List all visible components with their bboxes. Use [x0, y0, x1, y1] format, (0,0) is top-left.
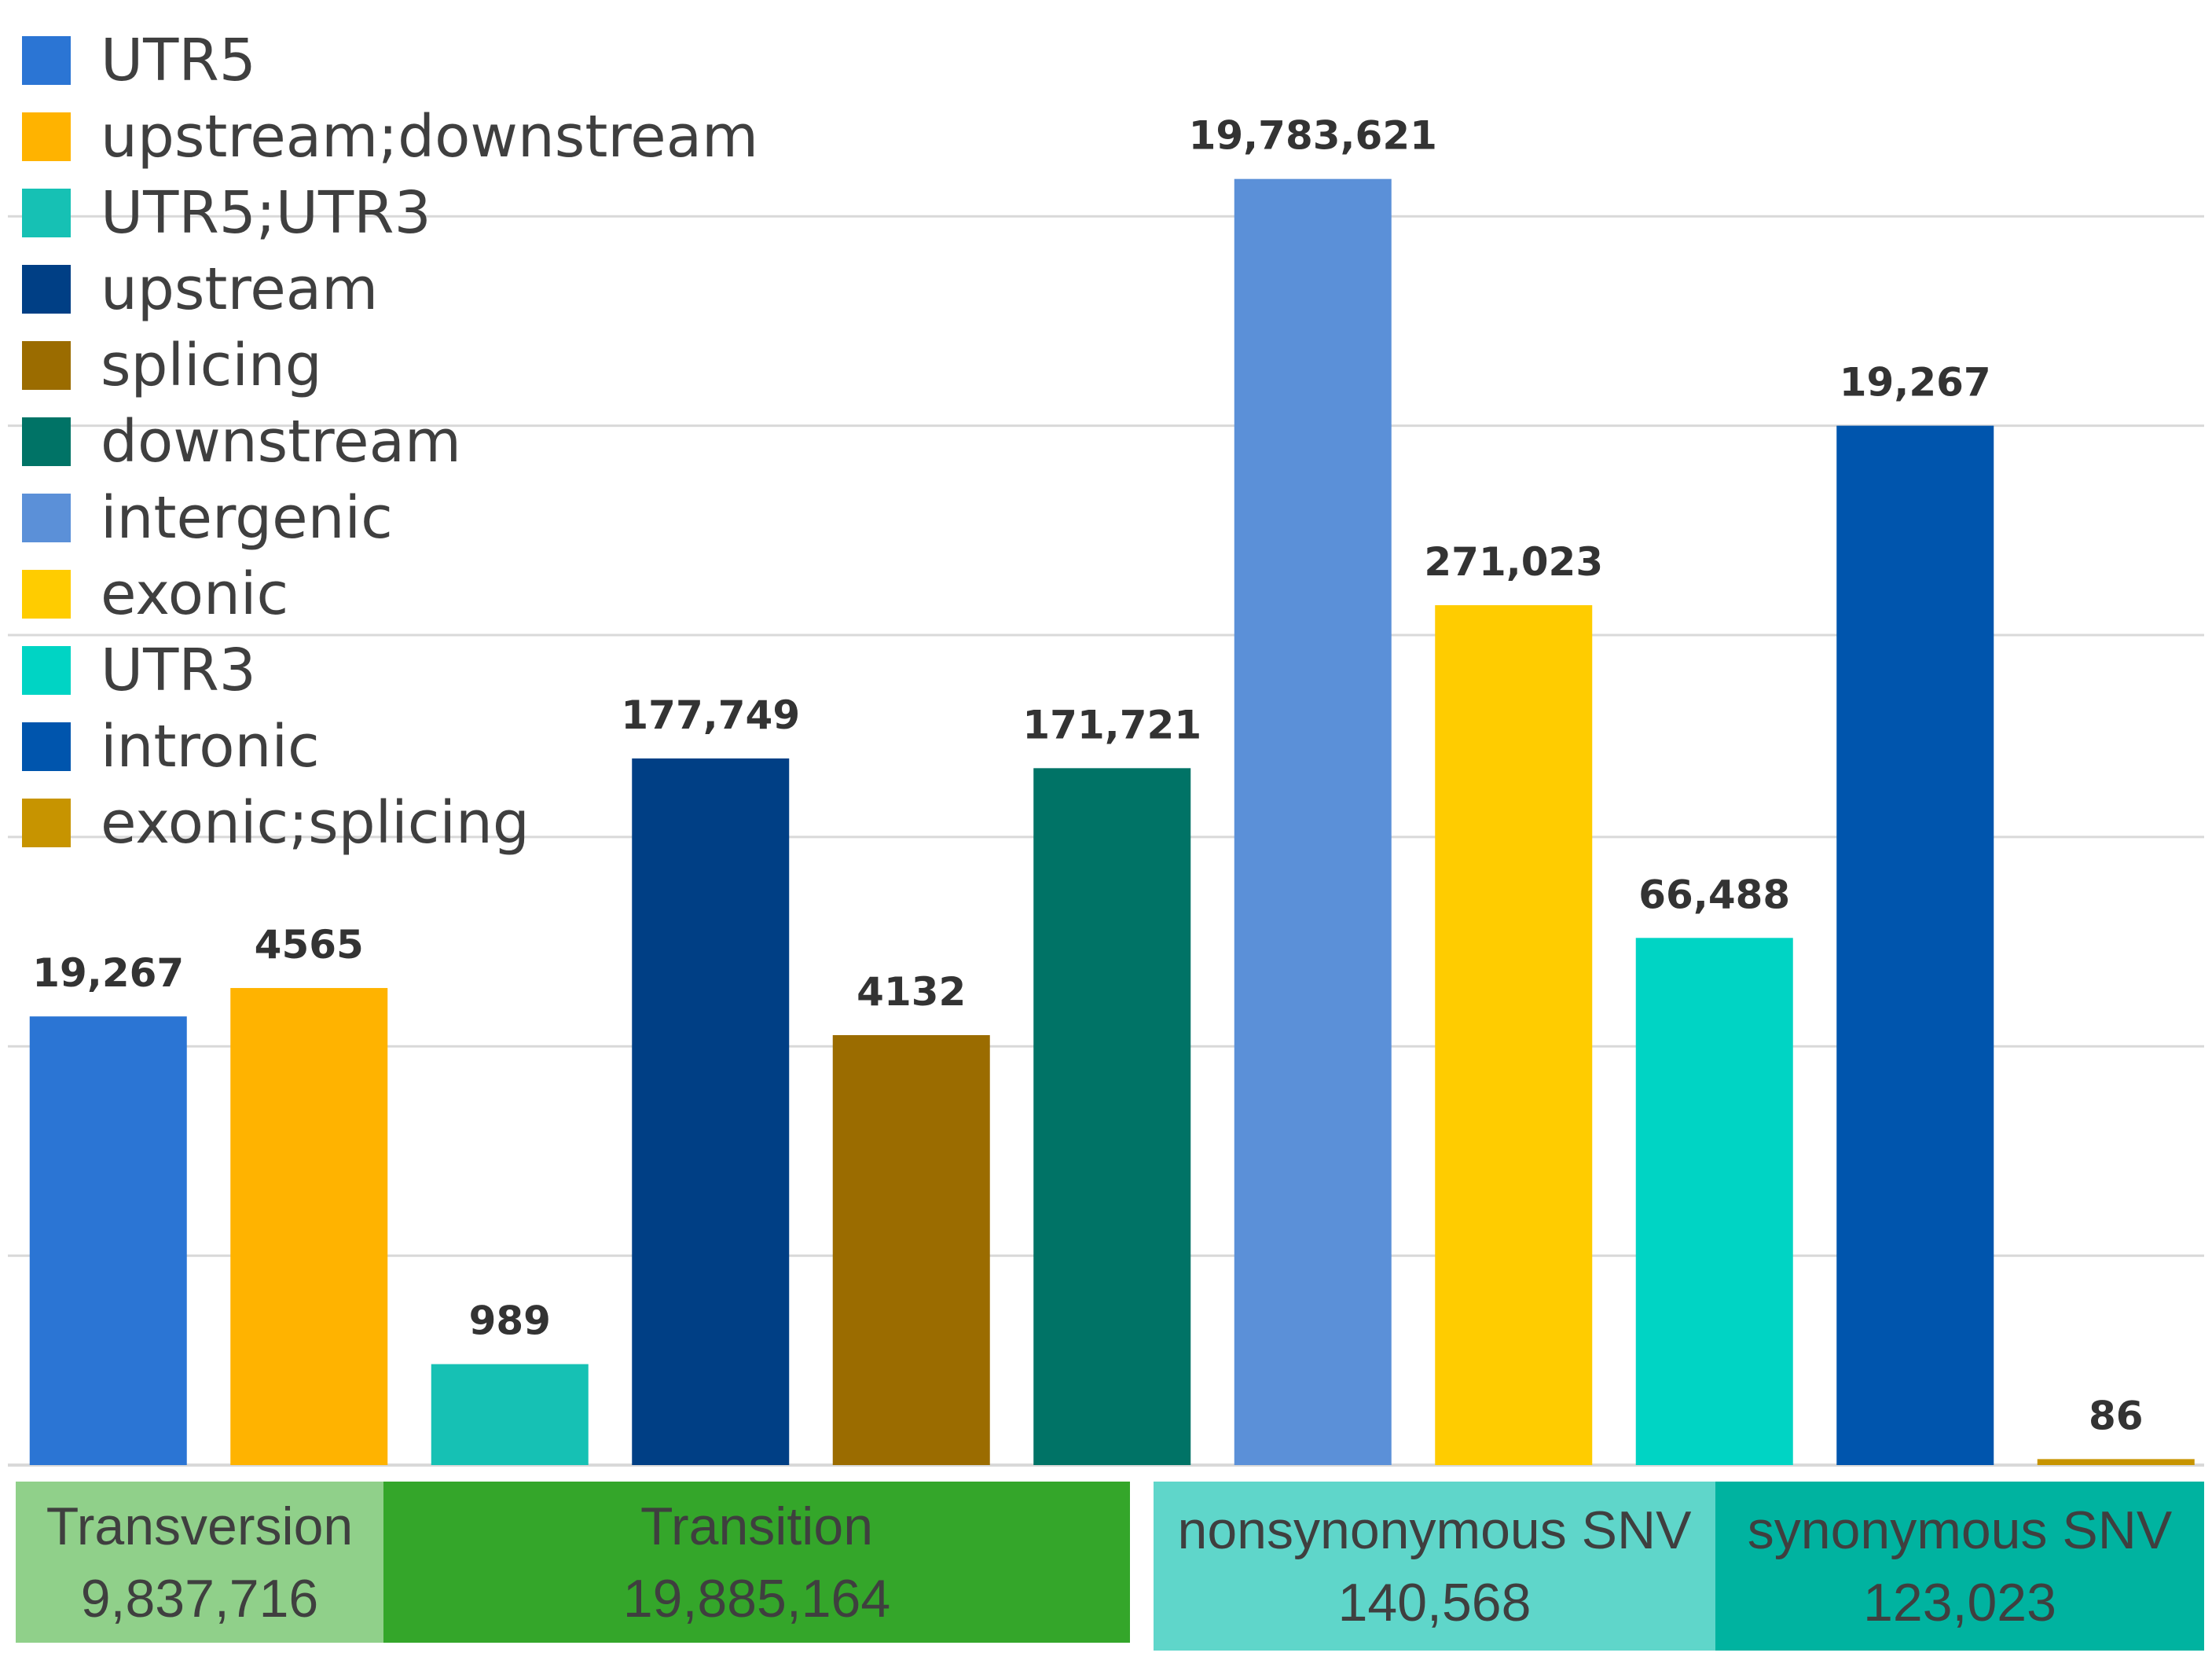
legend-label: upstream;downstream	[101, 102, 759, 171]
bars	[29, 178, 2195, 1466]
bar-downstream	[1033, 768, 1191, 1465]
legend-swatch	[22, 340, 71, 390]
group-total: 9,837,716	[80, 1568, 319, 1629]
group-transition: Transition 19,885,164	[383, 1482, 1130, 1643]
group-name: nonsynonymous SNV	[1177, 1500, 1692, 1560]
legend-swatch	[22, 112, 71, 161]
group-transversion: Transversion 9,837,716	[16, 1482, 383, 1643]
bar-utr5	[29, 1016, 187, 1465]
legend-label: exonic	[101, 560, 289, 628]
bar-splicing	[832, 1034, 990, 1465]
legend-item-utr5-utr3: UTR5;UTR3	[22, 174, 758, 251]
legend-swatch	[22, 493, 71, 542]
group-total: 19,885,164	[622, 1568, 891, 1629]
bar-label-intronic: 19,267	[1840, 360, 1991, 406]
legend-swatch	[22, 569, 71, 619]
legend-label: intronic	[101, 712, 320, 780]
group-name: Transition	[640, 1496, 874, 1556]
group-total: 140,568	[1337, 1572, 1532, 1632]
legend-item-exonic: exonic	[22, 556, 758, 632]
group-name: synonymous SNV	[1747, 1500, 2173, 1560]
bar-label-utr5: 19,267	[32, 950, 184, 996]
legend-item-utr5: UTR5	[22, 22, 758, 98]
bar-exonic-splicing	[2037, 1459, 2195, 1465]
legend-swatch	[22, 417, 71, 466]
legend-swatch	[22, 722, 71, 771]
legend-label: exonic;splicing	[101, 788, 530, 857]
bar-intronic	[1836, 425, 1994, 1466]
group-name: Transversion	[46, 1496, 354, 1556]
legend-label: intergenic	[101, 483, 393, 552]
bar-label-splicing: 4132	[857, 969, 966, 1015]
legend-item-splicing: splicing	[22, 327, 758, 403]
legend-item-exonic-splicing: exonic;splicing	[22, 784, 758, 861]
legend-item-downstream: downstream	[22, 403, 758, 479]
bar-upstream	[632, 758, 790, 1465]
bar-label-utr5-utr3: 989	[469, 1298, 551, 1344]
legend-swatch	[22, 798, 71, 847]
legend-item-upstream: upstream	[22, 251, 758, 327]
legend-item-intergenic: intergenic	[22, 479, 758, 556]
group-synonymous-snv: synonymous SNV 123,023	[1715, 1482, 2204, 1651]
legend-item-utr3: UTR3	[22, 632, 758, 708]
bar-label-upstream-downstream: 4565	[255, 922, 364, 968]
legend-label: downstream	[101, 407, 461, 476]
legend-label: UTR5;UTR3	[101, 178, 431, 247]
bar-utr5-utr3	[431, 1364, 589, 1465]
legend-swatch	[22, 645, 71, 695]
bar-label-downstream: 171,721	[1022, 702, 1201, 747]
bar-utr3	[1635, 938, 1793, 1465]
bar-label-exonic-splicing: 86	[2089, 1393, 2144, 1438]
legend-swatch	[22, 188, 71, 237]
bar-value-labels: 19,267 4565 989 177,749 4132 171,721 19,783,62…	[32, 113, 2143, 1439]
legend-label: UTR3	[101, 636, 256, 704]
legend-label: upstream	[101, 255, 379, 323]
bar-upstream-downstream	[230, 988, 388, 1465]
legend-item-upstream-downstream: upstream;downstream	[22, 98, 758, 174]
bar-exonic	[1435, 604, 1593, 1465]
group-total: 123,023	[1863, 1572, 2056, 1632]
bar-label-utr3: 66,488	[1638, 872, 1790, 917]
legend-item-intronic: intronic	[22, 708, 758, 784]
bar-label-intergenic: 19,783,621	[1189, 113, 1437, 159]
bar-label-upstream: 177,749	[621, 692, 800, 738]
legend-swatch	[22, 264, 71, 314]
bar-intergenic	[1234, 178, 1392, 1466]
legend-label: splicing	[101, 331, 322, 399]
legend-swatch	[22, 35, 71, 85]
legend: UTR5 upstream;downstream UTR5;UTR3 upstream…	[22, 22, 758, 861]
legend-label: UTR5	[101, 26, 256, 94]
group-nonsynonymous-snv: nonsynonymous SNV 140,568	[1154, 1482, 1715, 1651]
bar-label-exonic: 271,023	[1424, 539, 1603, 585]
